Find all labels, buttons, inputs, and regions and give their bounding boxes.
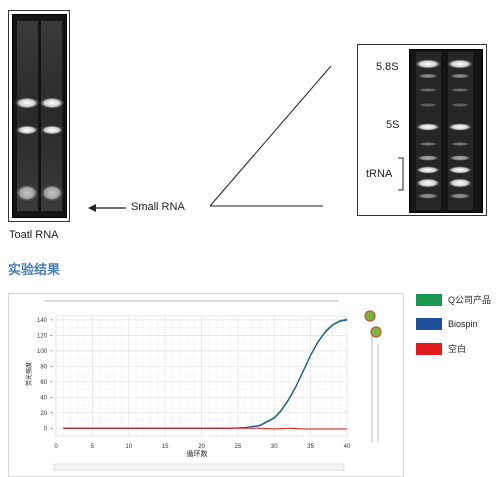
small-rna-gel-image (414, 52, 474, 210)
chart-control-icon-1[interactable] (364, 310, 376, 322)
y-tick-label: 100 (37, 349, 48, 355)
y-tick-label: 120 (37, 333, 48, 339)
x-tick-label: 30 (271, 444, 278, 450)
legend-swatch (416, 318, 442, 330)
total-rna-gel-frame (8, 10, 70, 222)
legend-swatch (416, 293, 442, 306)
chart-control-icon-2[interactable] (370, 326, 382, 338)
total-rna-gel-image (14, 21, 65, 211)
series-line-3 (63, 427, 347, 430)
legend-item-biospin: Biospin (416, 318, 491, 330)
x-tick-label: 15 (162, 444, 169, 450)
small-rna-gel (409, 49, 483, 213)
x-tick-label: 0 (54, 444, 58, 450)
chart-axes: 0 5 10 15 20 25 30 35 40 0 20 40 60 80 100 120 140 (37, 318, 351, 450)
band-label-5s: 5S (386, 119, 400, 131)
legend-swatch (416, 342, 442, 355)
x-tick-label: 35 (307, 444, 314, 450)
y-axis-label: 荧光强度 (25, 362, 33, 386)
legend-label: Biospin (448, 319, 478, 329)
x-tick-label: 5 (91, 444, 95, 450)
y-tick-label: 20 (40, 411, 47, 417)
x-tick-label: 10 (125, 444, 132, 450)
zoom-wedge (209, 65, 332, 207)
x-axis-label: 循环数 (187, 449, 208, 458)
band-label-5-8s: 5.8S (376, 61, 399, 73)
x-tick-label: 25 (235, 444, 242, 450)
y-tick-label: 80 (40, 364, 47, 370)
y-tick-label: 140 (37, 318, 48, 324)
y-tick-label: 60 (40, 380, 47, 386)
small-rna-label: Small RNA (131, 201, 185, 213)
small-rna-gel-frame: 5.8S 5S tRNA (357, 44, 487, 216)
legend-item-blank: 空白 (416, 342, 491, 355)
trna-bracket (398, 157, 404, 191)
y-tick-label: 0 (44, 426, 48, 432)
chart-scrollbar[interactable] (53, 463, 345, 471)
legend-label: 空白 (448, 344, 467, 354)
small-rna-arrow-icon (88, 204, 126, 212)
total-rna-caption: Toatl RNA (9, 229, 59, 241)
x-tick-label: 20 (198, 444, 205, 450)
chart-series (63, 318, 348, 430)
qpcr-chart: 0 5 10 15 20 25 30 35 40 0 20 40 60 80 100 120 140 循环数 荧… (25, 300, 382, 471)
qpcr-chart-panel: 0 5 10 15 20 25 30 35 40 0 20 40 60 80 100 120 140 循环数 荧… (8, 293, 404, 477)
chart-grid (55, 315, 348, 437)
chart-legend: Q公司产品 Biospin 空白 (416, 293, 491, 355)
band-label-trna: tRNA (366, 168, 393, 180)
total-rna-gel (12, 14, 67, 218)
section-title: 实验结果 (8, 262, 61, 277)
y-tick-label: 40 (40, 395, 47, 401)
x-tick-label: 40 (344, 444, 351, 450)
legend-label: Q公司产品 (448, 295, 492, 305)
legend-item-q-company: Q公司产品 (416, 293, 491, 306)
